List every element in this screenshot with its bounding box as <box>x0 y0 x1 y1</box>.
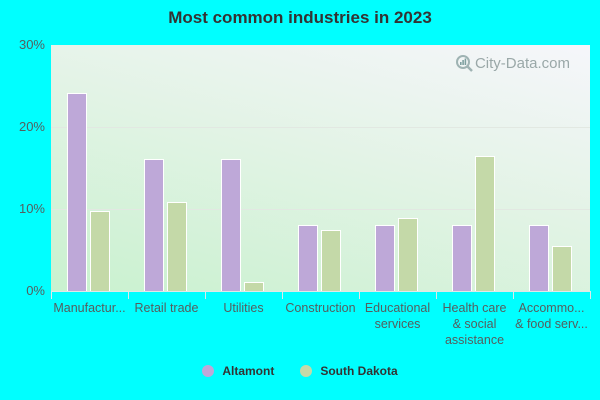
legend-item-altamont[interactable]: Altamont <box>202 364 274 378</box>
bar-altamont[interactable] <box>452 225 472 291</box>
x-tick <box>359 291 360 299</box>
bar-south-dakota[interactable] <box>167 201 187 291</box>
x-tick-label: Retail trade <box>134 301 199 315</box>
bar-south-dakota[interactable] <box>475 155 495 291</box>
legend-label: Altamont <box>222 364 275 378</box>
y-tick-label: 0% <box>26 283 45 298</box>
y-tick-label: 20% <box>18 119 45 134</box>
category-group <box>51 45 128 291</box>
y-tick-label: 30% <box>18 37 45 52</box>
bar-altamont[interactable] <box>298 225 318 291</box>
category-group <box>128 45 205 291</box>
magnifier-chart-icon <box>455 55 473 72</box>
gridline <box>51 209 590 210</box>
legend-swatch <box>202 365 215 377</box>
x-tick-label: Educational services <box>364 301 431 331</box>
chart-title: Most common industries in 2023 <box>168 8 432 27</box>
legend-swatch <box>300 365 313 377</box>
plot-area: City-Data.com <box>51 45 590 291</box>
bar-south-dakota[interactable] <box>321 230 341 291</box>
category-group <box>359 45 436 291</box>
watermark-text: City-Data.com <box>474 54 570 72</box>
watermark: City-Data.com <box>455 54 570 72</box>
bar-altamont[interactable] <box>67 93 87 291</box>
bar-altamont[interactable] <box>529 225 549 291</box>
x-tick-label: Health care & social assistance <box>442 301 507 347</box>
x-tick <box>51 291 52 299</box>
x-tick <box>128 291 129 299</box>
x-tick-label: Utilities <box>223 301 264 315</box>
x-tick <box>590 291 591 299</box>
x-tick-label: Construction <box>285 301 356 315</box>
bar-south-dakota[interactable] <box>398 218 418 291</box>
gridline <box>51 127 590 128</box>
x-tick-label: Accommo... & food serv... <box>515 301 588 331</box>
x-tick <box>436 291 437 299</box>
legend-label: South Dakota <box>320 364 398 378</box>
bar-south-dakota[interactable] <box>244 281 264 291</box>
category-group <box>282 45 359 291</box>
x-tick <box>282 291 283 299</box>
category-group <box>436 45 513 291</box>
x-tick <box>513 291 514 299</box>
bar-altamont[interactable] <box>144 158 164 291</box>
bar-south-dakota[interactable] <box>90 210 110 291</box>
legend-item-south-dakota[interactable]: South Dakota <box>300 364 398 378</box>
bar-south-dakota[interactable] <box>552 245 572 291</box>
x-tick-label: Manufactur... <box>53 301 126 315</box>
category-group <box>205 45 282 291</box>
category-group <box>513 45 590 291</box>
legend: Altamont South Dakota <box>0 364 600 378</box>
bar-altamont[interactable] <box>221 158 241 291</box>
y-tick-label: 10% <box>18 201 45 216</box>
x-axis-line <box>51 291 590 292</box>
bar-altamont[interactable] <box>375 225 395 291</box>
x-tick <box>205 291 206 299</box>
